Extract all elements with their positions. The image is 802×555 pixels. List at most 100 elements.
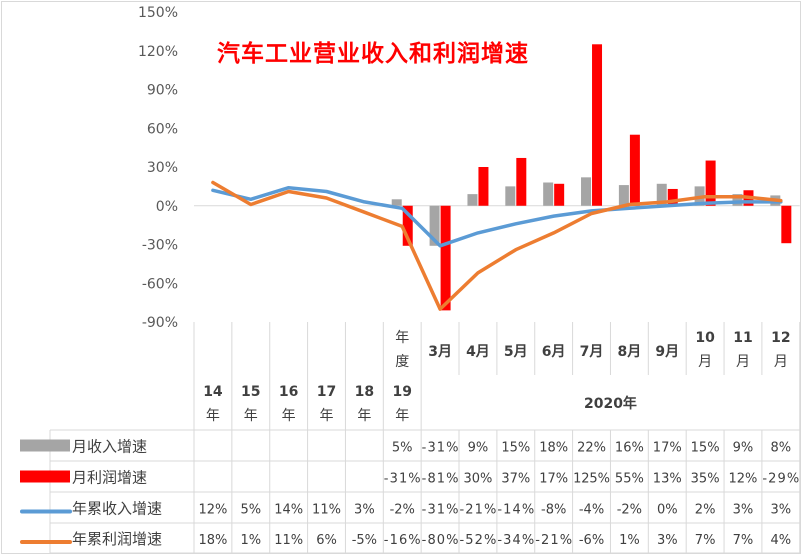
table-cell: -80% — [422, 533, 459, 548]
table-cell: -6% — [579, 533, 604, 548]
y-tick-label: 60% — [147, 121, 178, 137]
table-cell: 3% — [657, 533, 678, 548]
table-cell: -29% — [762, 472, 799, 487]
category-label: 月 — [698, 354, 712, 370]
category-label: 12 — [771, 330, 790, 346]
legend-swatch-月利润增速 — [20, 470, 70, 483]
bar-月利润增速 — [705, 160, 716, 206]
y-tick-label: -30% — [142, 238, 178, 254]
bar-月收入增速 — [656, 183, 667, 206]
category-label: 11 — [733, 330, 752, 346]
table-cell: 3% — [354, 503, 375, 518]
table-cell: 17% — [653, 441, 682, 456]
table-cell: 11% — [312, 503, 341, 518]
category-label: 年 — [395, 330, 409, 346]
y-tick-label: 30% — [147, 160, 178, 176]
line-年累收入增速 — [211, 185, 783, 248]
category-label: 月 — [774, 354, 788, 370]
category-label: 年 — [357, 408, 371, 424]
category-label: 月 — [736, 354, 750, 370]
table-cell: 18% — [539, 441, 568, 456]
legend-label: 月收入增速 — [72, 438, 147, 456]
table-cell: 8% — [771, 441, 792, 456]
category-label: 年 — [244, 408, 258, 424]
table-cell: 5% — [392, 441, 413, 456]
table-cell: 7% — [733, 533, 754, 548]
table-cell: 9% — [733, 441, 754, 456]
table-cell: 18% — [198, 533, 227, 548]
bar-月利润增速 — [402, 205, 413, 246]
table-cell: -16% — [384, 533, 421, 548]
table-cell: -52% — [460, 533, 497, 548]
bar-月利润增速 — [592, 44, 603, 206]
category-label: 5月 — [504, 344, 528, 360]
table-cell: -31% — [422, 441, 459, 456]
y-tick-label: 0% — [156, 199, 178, 215]
table-cell: -4% — [579, 503, 604, 518]
bar-月收入增速 — [543, 182, 554, 206]
table-cell: -31% — [422, 503, 459, 518]
bar-月利润增速 — [516, 157, 527, 206]
table-cell: 11% — [274, 533, 303, 548]
legend-label: 年累利润增速 — [72, 530, 162, 548]
category-label: 8月 — [618, 344, 642, 360]
category-label-2020: 2020年 — [584, 395, 637, 412]
category-label: 年 — [282, 408, 296, 424]
category-label: 15 — [241, 384, 260, 400]
chart-title: 汽车工业营业收入和利润增速 — [217, 40, 529, 67]
table-cell: 7% — [695, 533, 716, 548]
table-cell: 0% — [657, 503, 678, 518]
category-label: 4月 — [466, 344, 490, 360]
category-label: 18 — [355, 384, 374, 400]
category-label: 年 — [395, 408, 409, 424]
bar-月收入增速 — [429, 205, 440, 246]
table-cell: 9% — [468, 441, 489, 456]
table-cell: 5% — [240, 503, 261, 518]
legend-swatch-月收入增速 — [20, 439, 70, 452]
table-cell: 2% — [695, 503, 716, 518]
table-cell: -14% — [497, 503, 534, 518]
table-cell: 125% — [573, 472, 610, 487]
category-label: 14 — [203, 384, 223, 400]
category-label: 10 — [695, 330, 715, 346]
table-cell: 12% — [729, 472, 758, 487]
bar-月收入增速 — [467, 194, 478, 206]
category-label: 17 — [317, 384, 336, 400]
table-cell: -34% — [497, 533, 534, 548]
category-label: 3月 — [428, 344, 452, 360]
category-label: 7月 — [580, 344, 604, 360]
table-cell: 13% — [653, 472, 682, 487]
table-cell: 14% — [274, 503, 303, 518]
bar-月利润增速 — [667, 188, 678, 206]
bar-月收入增速 — [391, 199, 402, 206]
bar-月收入增速 — [618, 185, 629, 206]
bar-月利润增速 — [478, 167, 489, 206]
table-cell: 16% — [615, 441, 644, 456]
bar-月利润增速 — [440, 205, 451, 311]
table-cell: 3% — [771, 503, 792, 518]
y-tick-label: 90% — [147, 83, 178, 99]
bar-月收入增速 — [732, 194, 743, 206]
legend-label: 月利润增速 — [72, 469, 147, 487]
table-cell: 35% — [691, 472, 720, 487]
bar-月利润增速 — [781, 205, 792, 244]
table-cell: -81% — [422, 472, 459, 487]
y-tick-label: 150% — [138, 5, 178, 21]
table-cell: 15% — [501, 441, 530, 456]
table-cell: 1% — [619, 533, 640, 548]
y-tick-label: -60% — [142, 276, 178, 292]
bar-月收入增速 — [581, 177, 592, 206]
table-cell: 3% — [733, 503, 754, 518]
table-cell: -5% — [352, 533, 377, 548]
category-label: 6月 — [542, 344, 566, 360]
table-cell: -2% — [617, 503, 642, 518]
table-cell: -2% — [390, 503, 415, 518]
legend-label: 年累收入增速 — [72, 500, 162, 518]
category-label: 度 — [395, 354, 409, 370]
table-cell: 37% — [501, 472, 530, 487]
table-cell: 17% — [539, 472, 568, 487]
table-cell: 12% — [198, 503, 227, 518]
table-cell: 1% — [240, 533, 261, 548]
